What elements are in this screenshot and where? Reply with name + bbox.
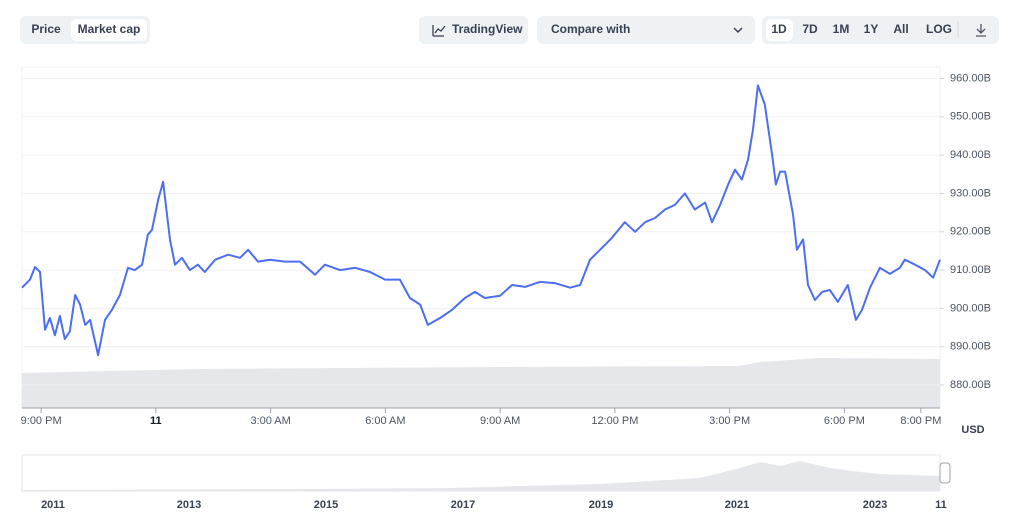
x-tick-label: 8:00 PM <box>900 415 941 427</box>
navigator-label: 11 <box>935 499 947 511</box>
x-tick-label: 9:00 AM <box>480 415 520 427</box>
x-tick-label: 11 <box>150 415 162 427</box>
range-active <box>766 19 793 41</box>
x-tick-label: 6:00 PM <box>824 415 865 427</box>
range-button[interactable]: 1D <box>771 22 787 36</box>
button-label[interactable]: TradingView <box>452 22 523 36</box>
navigator-label: 2019 <box>589 499 613 511</box>
y-tick-label: 900.00B <box>950 302 991 314</box>
range-group <box>762 16 999 44</box>
volume-area <box>22 358 940 408</box>
y-unit: USD <box>961 424 984 436</box>
navigator-area <box>22 461 940 491</box>
tab[interactable]: Price <box>31 22 61 36</box>
navigator-label: 2015 <box>314 499 338 511</box>
select-label[interactable]: Compare with <box>551 22 630 36</box>
range-button[interactable]: 1M <box>833 22 850 36</box>
navigator-label: 2011 <box>41 499 65 511</box>
y-tick-label: 930.00B <box>950 187 991 199</box>
tab[interactable]: Market cap <box>78 22 141 36</box>
navigator-label: 2023 <box>863 499 887 511</box>
x-tick-label: 6:00 AM <box>365 415 405 427</box>
y-tick-label: 960.00B <box>950 72 991 84</box>
y-tick-label: 920.00B <box>950 226 991 238</box>
x-tick-label: 12:00 PM <box>591 415 638 427</box>
price-line <box>21 84 941 357</box>
range-button[interactable]: LOG <box>926 22 952 36</box>
navigator-label: 2013 <box>177 499 201 511</box>
icon <box>432 25 446 37</box>
x-tick-label: 3:00 PM <box>709 415 750 427</box>
download-icon[interactable] <box>976 24 986 37</box>
y-tick-label: 890.00B <box>950 341 991 353</box>
y-tick-label: 950.00B <box>950 111 991 123</box>
y-tick-label: 910.00B <box>950 264 991 276</box>
navigator-label: 2017 <box>451 499 475 511</box>
navigator-handle[interactable] <box>939 462 951 484</box>
plot-frame <box>21 66 941 409</box>
range-button[interactable]: 7D <box>802 22 818 36</box>
y-tick-label: 880.00B <box>950 379 991 391</box>
x-tick-label: 9:00 PM <box>21 415 62 427</box>
tab-active <box>71 19 147 41</box>
compare-select[interactable] <box>537 16 755 44</box>
x-tick-label: 3:00 AM <box>250 415 290 427</box>
navigator-label: 2021 <box>725 499 749 511</box>
y-tick-label: 940.00B <box>950 149 991 161</box>
range-button[interactable]: 1Y <box>864 22 879 36</box>
range-button[interactable]: All <box>893 22 908 36</box>
tradingview-button[interactable] <box>419 16 528 44</box>
chevron <box>733 27 743 34</box>
